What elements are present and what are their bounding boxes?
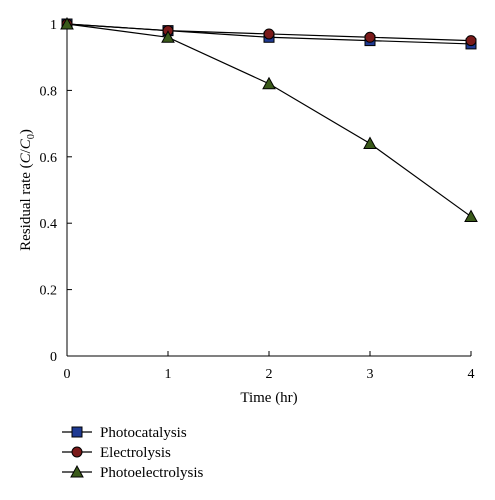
- x-tick-label: 1: [165, 367, 172, 382]
- plot-area: [66, 24, 471, 357]
- data-point-photoelectrolysis: [161, 30, 175, 43]
- legend-marker-photoelectrolysis: [70, 464, 84, 478]
- series-lines-group: [66, 23, 472, 218]
- y-tick-label: 1: [50, 18, 57, 33]
- y-tick-label: 0.4: [40, 217, 58, 232]
- legend-label-photocatalysis: Photocatalysis: [100, 425, 187, 441]
- legend-marker-photocatalysis: [71, 426, 83, 438]
- series-markers-group: [60, 16, 478, 223]
- y-tick-label: 0: [50, 350, 57, 365]
- x-tick-label: 0: [64, 367, 71, 382]
- y-axis-title: Residual rate (C/C0): [18, 129, 37, 251]
- y-tick-label: 0.6: [40, 151, 58, 166]
- data-point-electrolysis: [465, 35, 477, 47]
- y-tick-label: 0.8: [40, 84, 58, 99]
- data-point-photoelectrolysis: [60, 16, 74, 30]
- legend-label-photoelectrolysis: Photoelectrolysis: [100, 465, 203, 481]
- data-point-electrolysis: [364, 31, 376, 43]
- data-point-photoelectrolysis: [363, 136, 377, 150]
- legend: Photocatalysis Electrolysis Photoelectroly…: [62, 425, 203, 481]
- legend-label-electrolysis: Electrolysis: [100, 445, 171, 461]
- y-tick-label: 0.2: [40, 284, 58, 299]
- legend-marker-electrolysis: [71, 446, 83, 458]
- x-tick-label: 4: [468, 367, 475, 382]
- data-point-photoelectrolysis: [464, 209, 478, 223]
- x-axis-title: Time (hr): [240, 390, 297, 406]
- data-point-photoelectrolysis: [262, 76, 276, 90]
- x-tick-label: 2: [266, 367, 273, 382]
- x-tick-label: 3: [367, 367, 374, 382]
- series-line-photoelectrolysis: [66, 23, 472, 218]
- ticks-group: 0 1 2 3 4 0 0.2 0.4 0.6 0.8 1: [40, 18, 475, 382]
- data-point-electrolysis: [263, 28, 275, 40]
